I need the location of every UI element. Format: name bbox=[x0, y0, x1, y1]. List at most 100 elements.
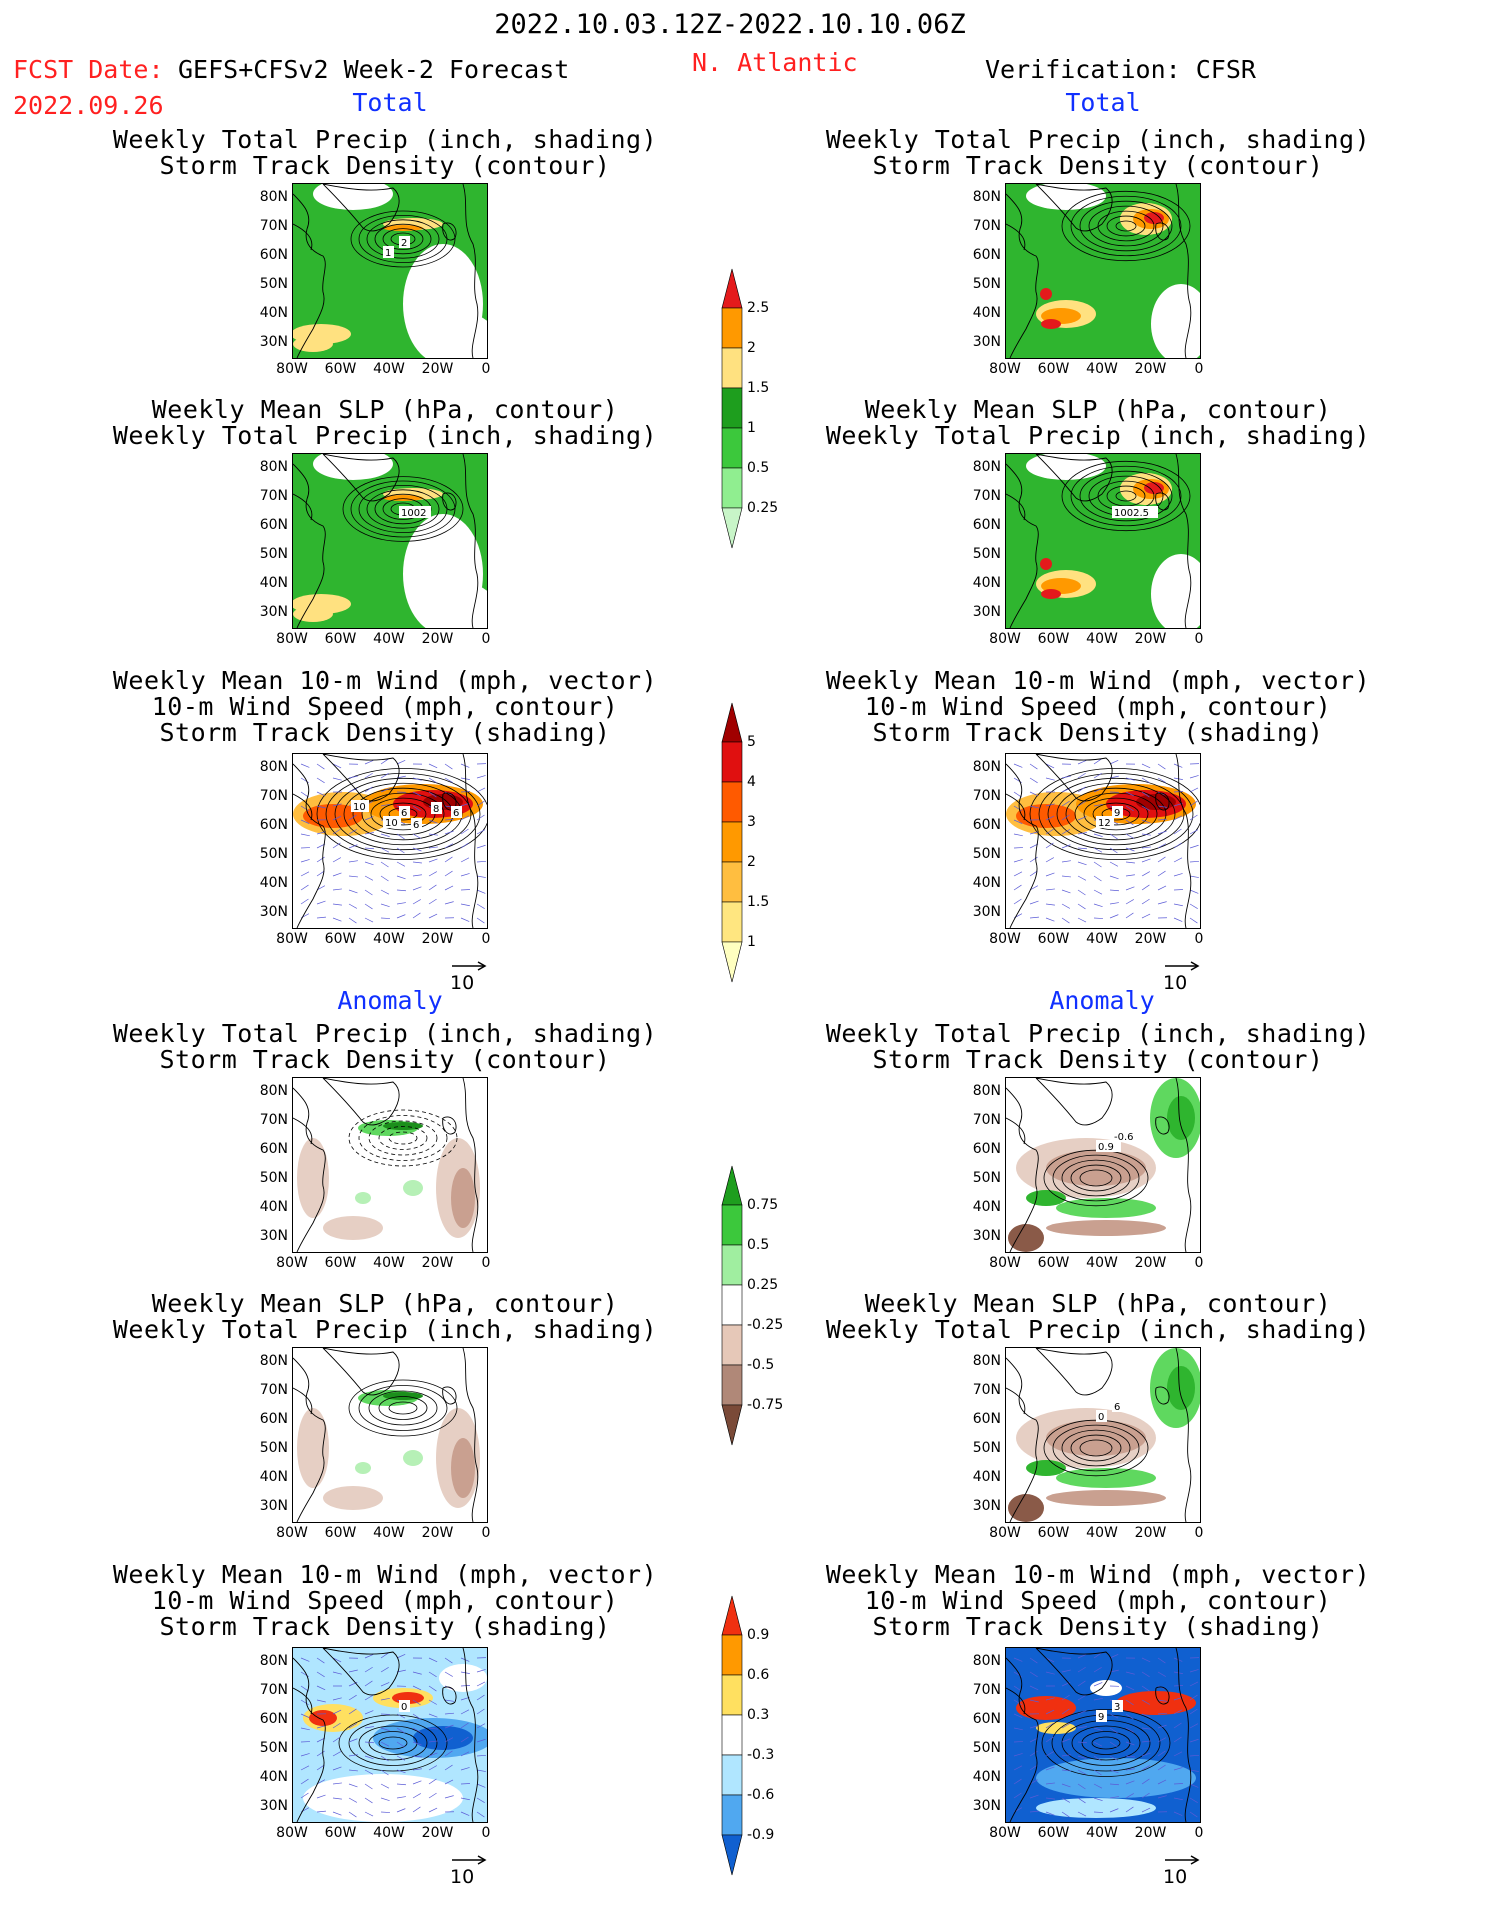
lat-tick-label: 70N bbox=[972, 218, 1001, 234]
contour-label: 6 bbox=[413, 820, 419, 831]
forecast-map-panel: 1002 bbox=[292, 453, 488, 629]
lon-tick-label: 20W bbox=[1134, 361, 1167, 377]
panel-title: Weekly Mean SLP (hPa, contour) Weekly To… bbox=[825, 395, 1371, 450]
lon-tick-label: 20W bbox=[1134, 631, 1167, 647]
lon-tick-label: 80W bbox=[276, 1825, 308, 1841]
panel-title: Weekly Mean SLP (hPa, contour) Weekly To… bbox=[825, 1289, 1371, 1344]
lon-tick-label: 40W bbox=[373, 631, 405, 647]
lat-tick-label: 70N bbox=[259, 788, 288, 804]
lat-tick-label: 80N bbox=[972, 759, 1001, 775]
lat-tick-label: 60N bbox=[259, 1411, 288, 1427]
lat-tick-label: 50N bbox=[972, 276, 1001, 292]
colorbar-total-track: 5 4 3 2 1.5 1 bbox=[721, 702, 769, 988]
lon-tick-label: 80W bbox=[276, 1255, 308, 1271]
lat-tick-label: 30N bbox=[259, 1498, 288, 1514]
lon-tick-label: 0 bbox=[481, 1255, 491, 1271]
lat-tick-label: 60N bbox=[972, 247, 1001, 263]
colorbar-tick-label: 2 bbox=[747, 340, 756, 356]
lon-tick-label: 80W bbox=[989, 1825, 1021, 1841]
lon-tick-label: 60W bbox=[324, 1825, 357, 1841]
lat-tick-label: 30N bbox=[259, 334, 288, 350]
contour-label: 3 bbox=[1114, 1702, 1120, 1713]
lon-tick-label: 40W bbox=[373, 931, 405, 947]
lat-tick-label: 80N bbox=[259, 1653, 288, 1669]
lon-tick-label: 0 bbox=[481, 361, 491, 377]
panel-title: Weekly Mean 10-m Wind (mph, vector) 10-m… bbox=[112, 1560, 658, 1641]
contour-label: 9 bbox=[1114, 808, 1120, 819]
lon-tick-label: 20W bbox=[421, 1525, 454, 1541]
lat-tick-label: 70N bbox=[259, 488, 288, 504]
colorbar-tick-label: -0.9 bbox=[747, 1827, 775, 1843]
colorbar-tick-label: 0.5 bbox=[747, 460, 770, 476]
colorbar-tick-label: 4 bbox=[747, 774, 756, 790]
lon-tick-label: 40W bbox=[1086, 1525, 1118, 1541]
lon-tick-label: 0 bbox=[1194, 1825, 1204, 1841]
panel-title: Weekly Mean SLP (hPa, contour) Weekly To… bbox=[112, 395, 658, 450]
lon-tick-label: 0 bbox=[481, 631, 491, 647]
lat-tick-label: 60N bbox=[972, 1141, 1001, 1157]
colorbar-tick-label: -0.6 bbox=[747, 1787, 775, 1803]
lat-tick-label: 80N bbox=[259, 1353, 288, 1369]
lat-tick-label: 30N bbox=[972, 334, 1001, 350]
verification-map-panel: 9 12 bbox=[1005, 753, 1201, 929]
lon-tick-label: 60W bbox=[1037, 931, 1070, 947]
vector-reference: 10 bbox=[450, 960, 490, 994]
verif-anomaly-label: Anomaly bbox=[1049, 986, 1155, 1015]
lat-tick-label: 40N bbox=[259, 305, 288, 321]
lat-tick-label: 40N bbox=[259, 875, 288, 891]
lon-tick-label: 60W bbox=[1037, 1825, 1070, 1841]
lat-tick-label: 80N bbox=[972, 189, 1001, 205]
lon-tick-label: 20W bbox=[421, 361, 454, 377]
contour-label: 0 bbox=[401, 1702, 407, 1713]
contour-label: 6 bbox=[453, 808, 459, 819]
contour-label: -0.6 bbox=[1114, 1132, 1134, 1143]
colorbar-anom-precip: 0.75 0.5 0.25 -0.25 -0.5 -0.75 bbox=[721, 1165, 783, 1451]
lat-tick-label: 80N bbox=[972, 459, 1001, 475]
lat-tick-label: 50N bbox=[972, 846, 1001, 862]
lat-tick-label: 50N bbox=[972, 546, 1001, 562]
lon-tick-label: 0 bbox=[481, 931, 491, 947]
lat-tick-label: 50N bbox=[259, 1170, 288, 1186]
fcst-date: 2022.09.26 bbox=[13, 91, 164, 120]
contour-label: 10 bbox=[353, 802, 366, 813]
lat-tick-label: 40N bbox=[259, 575, 288, 591]
lon-tick-label: 60W bbox=[1037, 1255, 1070, 1271]
lon-tick-label: 40W bbox=[373, 1255, 405, 1271]
region-label: N. Atlantic bbox=[692, 48, 858, 77]
lat-tick-label: 50N bbox=[259, 276, 288, 292]
lon-tick-label: 0 bbox=[1194, 361, 1204, 377]
lat-tick-label: 70N bbox=[972, 1682, 1001, 1698]
contour-label: 0 bbox=[1098, 1412, 1104, 1423]
lat-tick-label: 70N bbox=[259, 1682, 288, 1698]
lat-tick-label: 30N bbox=[972, 1228, 1001, 1244]
fcst-date-label: FCST Date: bbox=[13, 55, 164, 84]
colorbar-anom-track: 0.9 0.6 0.3 -0.3 -0.6 -0.9 bbox=[721, 1595, 774, 1881]
panel-title: Weekly Mean SLP (hPa, contour) Weekly To… bbox=[112, 1289, 658, 1344]
lon-tick-label: 40W bbox=[1086, 631, 1118, 647]
lat-tick-label: 80N bbox=[259, 459, 288, 475]
lat-tick-label: 60N bbox=[259, 817, 288, 833]
contour-label: 8 bbox=[433, 804, 439, 815]
lat-tick-label: 80N bbox=[259, 1083, 288, 1099]
lat-tick-label: 40N bbox=[972, 575, 1001, 591]
panel-title: Weekly Total Precip (inch, shading) Stor… bbox=[112, 1019, 658, 1074]
colorbar-tick-label: 0.75 bbox=[747, 1197, 779, 1213]
colorbar-tick-label: -0.25 bbox=[747, 1317, 784, 1333]
lon-tick-label: 60W bbox=[324, 1525, 357, 1541]
forecast-map-panel bbox=[292, 1077, 488, 1253]
lon-tick-label: 40W bbox=[373, 1525, 405, 1541]
panel-title: Weekly Total Precip (inch, shading) Stor… bbox=[112, 125, 658, 180]
lon-tick-label: 40W bbox=[1086, 1255, 1118, 1271]
lat-tick-label: 30N bbox=[972, 1798, 1001, 1814]
lon-tick-label: 60W bbox=[324, 1255, 357, 1271]
lat-tick-label: 40N bbox=[259, 1199, 288, 1215]
lon-tick-label: 20W bbox=[1134, 931, 1167, 947]
contour-label: 10 bbox=[385, 818, 398, 829]
panel-title: Weekly Total Precip (inch, shading) Stor… bbox=[825, 125, 1371, 180]
lat-tick-label: 50N bbox=[259, 846, 288, 862]
lat-tick-label: 60N bbox=[259, 247, 288, 263]
lat-tick-label: 60N bbox=[259, 1711, 288, 1727]
colorbar-tick-label: 0.3 bbox=[747, 1707, 770, 1723]
lat-tick-label: 60N bbox=[259, 517, 288, 533]
